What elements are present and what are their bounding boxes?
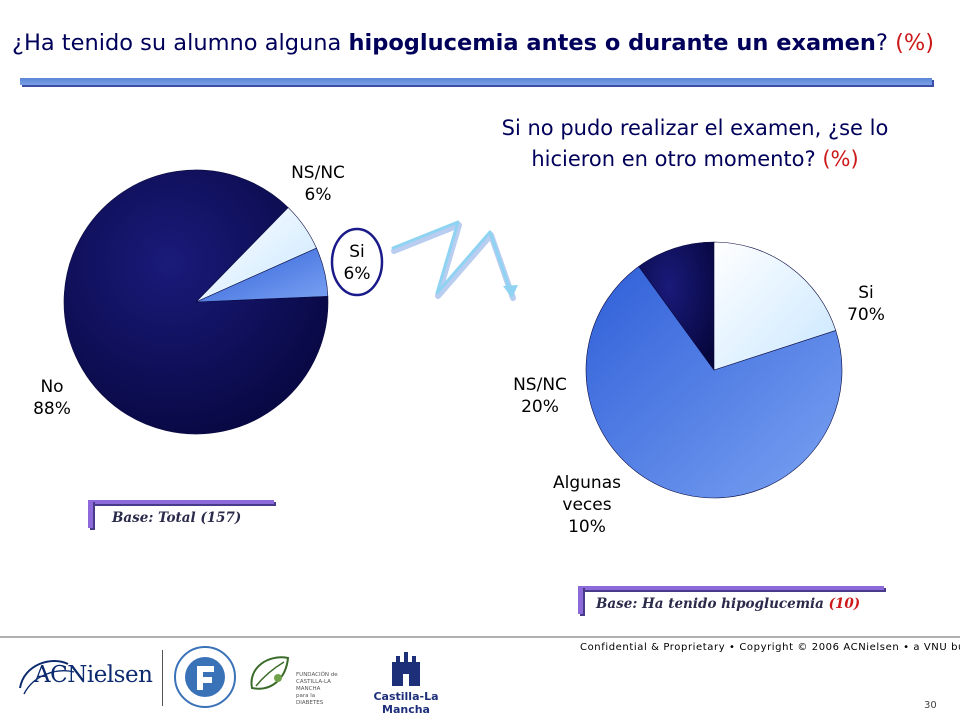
footer-divider	[0, 636, 960, 638]
title-tail: ?	[875, 30, 896, 56]
chart2-title: Si no pudo realizar el examen, ¿se lo hi…	[470, 113, 920, 175]
pie2-slice-ns-nc	[713, 241, 837, 371]
base-note-2-text: Base: Ha tenido hipoglucemia	[596, 596, 829, 612]
pie1-label-si-value: 6%	[343, 264, 371, 284]
subtitle-line-2-text: hicieron en otro momento?	[531, 147, 823, 171]
pie2-slice-si	[585, 266, 843, 499]
fundacion-clm-text-1: FUNDACIÓN de	[296, 672, 338, 678]
base-note-2: Base: Ha tenido hipoglucemia (10)	[578, 586, 884, 614]
pie1-label-si: Si 6%	[332, 241, 382, 285]
pie2-label-nsnc-name: NS/NC	[513, 375, 567, 395]
pie1-label-si-name: Si	[349, 242, 365, 262]
squiggle-arrow	[391, 220, 512, 295]
base-note-1-bar	[88, 500, 93, 528]
fundacion-clm-text-2: CASTILLA-LA MANCHA	[296, 679, 331, 692]
confidential-notice: Confidential & Proprietary • Copyright ©…	[580, 642, 960, 653]
pie-chart-1	[63, 169, 329, 435]
base-note-2-line	[578, 586, 884, 590]
base-note-2-n: (10)	[828, 596, 861, 612]
pie2-slice-algunas-veces	[638, 241, 715, 371]
pie1-label-nsnc-name: NS/NC	[291, 163, 345, 183]
pie2-label-algunas-name-1: Algunas	[553, 473, 621, 493]
pie2-label-nsnc-value: 20%	[521, 397, 559, 417]
castilla-la-mancha-logo: Castilla-La Mancha	[356, 646, 456, 716]
acnielsen-logo: ACNielsen	[14, 650, 154, 705]
subtitle-line-2: hicieron en otro momento? (%)	[470, 144, 920, 175]
pie-chart-2	[585, 241, 843, 499]
castle-crest-icon	[392, 652, 420, 686]
base-note-1-text: Base: Total	[112, 510, 201, 526]
base-note-2-bar	[578, 586, 583, 614]
title-pct: (%)	[895, 30, 935, 56]
pie1-slice-si	[195, 247, 329, 303]
pie1-label-no-value: 88%	[33, 399, 71, 419]
pie1-label-no: No 88%	[22, 376, 82, 420]
pie1-label-no-name: No	[40, 377, 64, 397]
acnielsen-swoosh-icon	[19, 660, 75, 695]
subtitle-line-1: Si no pudo realizar el examen, ¿se lo	[501, 116, 889, 140]
pie2-label-algunas: Algunas veces 10%	[545, 472, 629, 538]
pie2-label-si-value: 70%	[847, 305, 885, 325]
castilla-la-mancha-text: Castilla-La Mancha	[373, 690, 439, 716]
base-note-1: Base: Total (157)	[88, 500, 274, 528]
page-number: 30	[924, 700, 937, 711]
pie2-label-algunas-value: 10%	[568, 517, 606, 537]
pie1-label-nsnc: NS/NC 6%	[278, 162, 358, 206]
fundacion-diabetes-seal	[170, 642, 240, 712]
leaf-icon	[250, 656, 290, 690]
fundacion-clm-logo: FUNDACIÓN de CASTILLA-LA MANCHA para la …	[244, 648, 344, 708]
acnielsen-logo-text: ACNielsen	[34, 662, 153, 688]
title-lead: ¿Ha tenido su alumno alguna	[12, 30, 349, 56]
si-highlight-ellipse	[330, 227, 384, 297]
pie2-label-si-name: Si	[858, 283, 874, 303]
squiggle-arrowhead	[503, 285, 518, 298]
logo-divider	[162, 650, 163, 706]
pie2-label-algunas-name-2: veces	[562, 495, 612, 515]
title-bold: hipoglucemia antes o durante un examen	[348, 30, 876, 56]
base-note-1-n: (157)	[200, 510, 242, 526]
fundacion-seal-icon	[174, 646, 236, 708]
base-note-1-line	[88, 500, 274, 504]
pie2-label-si: Si 70%	[836, 282, 896, 326]
title-underline	[20, 78, 932, 85]
fundacion-clm-text-3: para la DIABETES	[296, 693, 324, 706]
subtitle-pct: (%)	[822, 147, 859, 171]
page-title: ¿Ha tenido su alumno alguna hipoglucemia…	[12, 30, 952, 56]
pie2-label-nsnc: NS/NC 20%	[502, 374, 578, 418]
pie1-label-nsnc-value: 6%	[304, 185, 332, 205]
